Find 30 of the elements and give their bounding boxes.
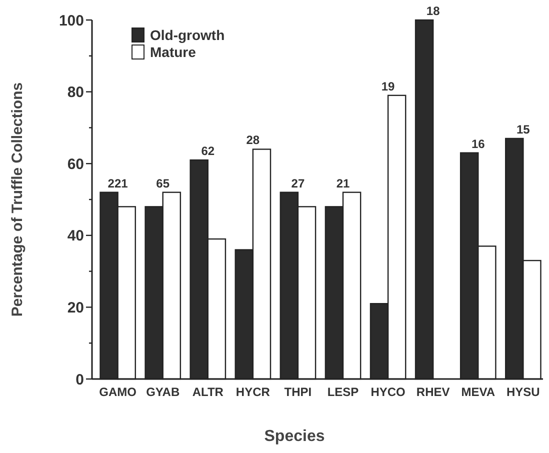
annotation: 15 xyxy=(516,122,530,136)
x-tick-label: GAMO xyxy=(99,385,136,399)
x-tick-label: MEVA xyxy=(461,385,496,399)
y-tick-label: 20 xyxy=(67,299,84,316)
x-axis-title: Species xyxy=(264,428,325,445)
y-tick-label: 0 xyxy=(76,371,84,388)
x-tick-label: HYCR xyxy=(236,385,270,399)
annotation: 62 xyxy=(201,144,215,158)
annotation: 16 xyxy=(471,136,486,151)
x-tick-label: GYAB xyxy=(146,385,180,399)
legend-label: Old-growth xyxy=(150,27,225,43)
annotation: 28 xyxy=(246,133,260,148)
annotation: 19 xyxy=(381,79,396,94)
x-tick-label: HYCO xyxy=(370,385,406,399)
x-tick-label: THPI xyxy=(284,385,312,399)
x-tick-label: RHEV xyxy=(416,385,450,399)
x-tick-label: LESP xyxy=(327,385,359,399)
y-tick-label: 100 xyxy=(58,12,84,30)
annotation: 221 xyxy=(108,176,128,190)
y-tick-label: 40 xyxy=(67,228,84,245)
x-tick-label: HYSU xyxy=(506,385,540,399)
annotation: 18 xyxy=(426,4,440,18)
annotation: 65 xyxy=(156,176,170,190)
legend-label: Mature xyxy=(150,44,196,60)
y-axis-title: Percentage of Truffle Collections xyxy=(9,82,26,317)
y-tick-label: 60 xyxy=(67,156,84,173)
annotation: 27 xyxy=(291,176,305,190)
x-tick-label: ALTR xyxy=(192,385,224,399)
annotation: 21 xyxy=(336,176,350,190)
y-tick-label: 80 xyxy=(67,84,84,102)
